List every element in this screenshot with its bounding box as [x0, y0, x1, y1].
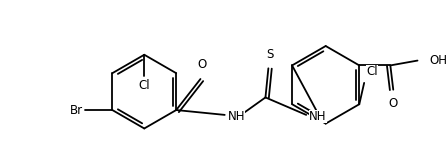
Text: O: O: [388, 97, 398, 110]
Text: Br: Br: [70, 103, 83, 117]
Text: O: O: [198, 58, 207, 71]
Text: Cl: Cl: [138, 79, 150, 92]
Text: Cl: Cl: [366, 65, 378, 78]
Text: S: S: [267, 48, 274, 61]
Text: OH: OH: [429, 54, 447, 67]
Text: NH: NH: [228, 110, 245, 123]
Text: NH: NH: [309, 110, 327, 123]
